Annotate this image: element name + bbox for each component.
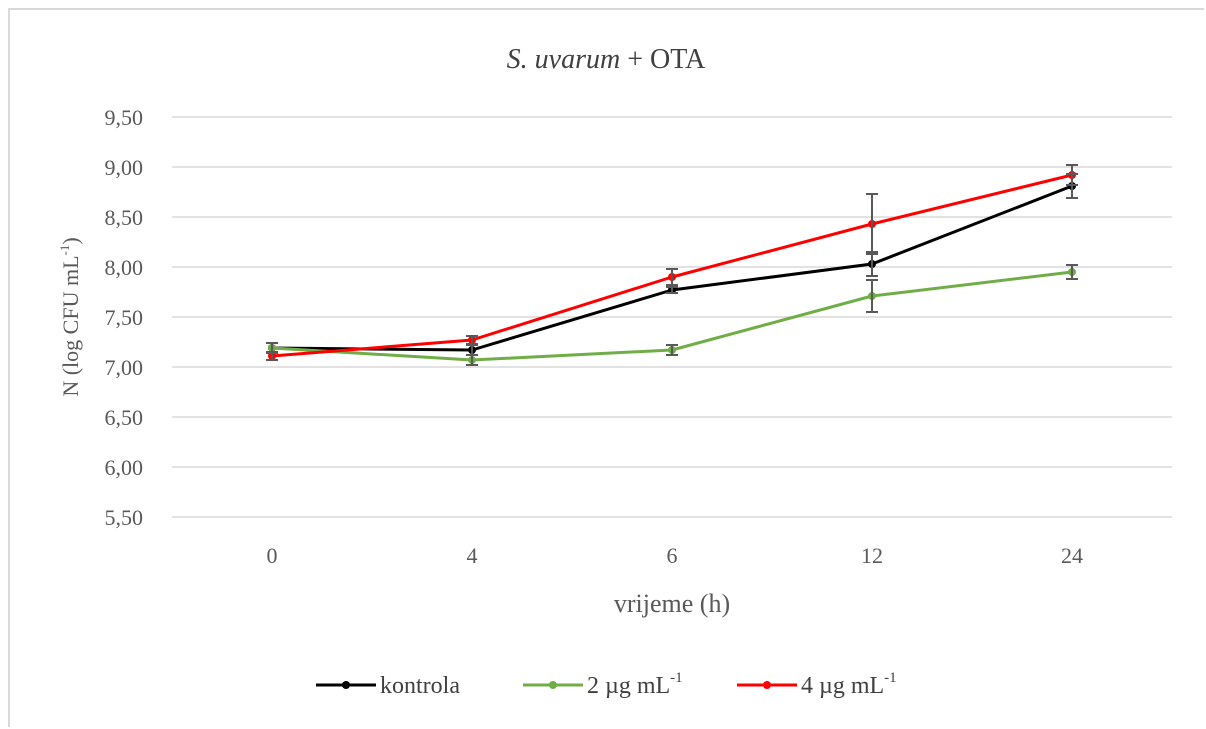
legend-label-sup: -1 bbox=[670, 670, 683, 686]
x-axis-label: vrijeme (h) bbox=[614, 589, 730, 618]
legend-label: 4 µg mL-1 bbox=[801, 670, 897, 699]
error-bar bbox=[1066, 164, 1078, 186]
legend-marker bbox=[549, 681, 557, 689]
x-tick-label: 0 bbox=[267, 543, 278, 568]
series-line bbox=[271, 173, 1073, 358]
x-tick-label: 12 bbox=[861, 543, 883, 568]
legend-label: 2 µg mL-1 bbox=[587, 670, 683, 699]
x-tick-labels: 0 4 6 12 24 bbox=[267, 543, 1084, 568]
y-tick-label: 5,50 bbox=[105, 505, 144, 530]
chart-title-italic: S. uvarum bbox=[507, 44, 621, 75]
gridlines bbox=[172, 116, 1172, 518]
error-bar bbox=[466, 354, 478, 366]
error-bar bbox=[666, 286, 678, 294]
error-bar bbox=[666, 268, 678, 286]
error-bar bbox=[866, 279, 878, 313]
chart-title-rest: + OTA bbox=[620, 44, 706, 75]
x-tick-label: 24 bbox=[1061, 543, 1083, 568]
y-tick-label: 8,00 bbox=[105, 255, 144, 280]
y-axis-label-close: ) bbox=[58, 237, 83, 244]
y-axis-label-sup: -1 bbox=[57, 245, 72, 256]
y-tick-labels: 5,50 6,00 6,50 7,00 7,50 8,00 8,50 9,00 9,50 bbox=[105, 105, 144, 530]
error-bar bbox=[866, 193, 878, 255]
chart-title: S. uvarum + OTA bbox=[507, 44, 706, 75]
series-2 bbox=[268, 171, 1076, 360]
legend-marker bbox=[342, 681, 350, 689]
legend-item: 4 µg mL-1 bbox=[737, 670, 897, 699]
legend-label-text: 4 µg mL bbox=[801, 673, 884, 699]
y-axis-label-main: N (log CFU mL bbox=[58, 255, 83, 396]
legend: kontrola 2 µg mL-1 4 µg mL-1 bbox=[316, 670, 897, 699]
x-tick-label: 6 bbox=[667, 543, 678, 568]
y-tick-label: 9,50 bbox=[105, 105, 144, 130]
y-tick-label: 8,50 bbox=[105, 205, 144, 230]
y-tick-label: 9,00 bbox=[105, 155, 144, 180]
legend-label-sup: -1 bbox=[884, 670, 897, 686]
y-axis-label: N (log CFU mL-1) bbox=[57, 237, 83, 396]
y-tick-label: 6,00 bbox=[105, 455, 144, 480]
error-bar bbox=[666, 344, 678, 356]
y-tick-label: 7,00 bbox=[105, 355, 144, 380]
error-bar bbox=[1066, 264, 1078, 280]
legend-label-text: kontrola bbox=[380, 673, 460, 699]
x-tick-label: 4 bbox=[467, 543, 478, 568]
y-tick-label: 6,50 bbox=[105, 405, 144, 430]
legend-item: 2 µg mL-1 bbox=[523, 670, 683, 699]
y-tick-label: 7,50 bbox=[105, 305, 144, 330]
legend-item: kontrola bbox=[316, 673, 460, 699]
error-bar bbox=[266, 351, 278, 361]
error-bar bbox=[466, 335, 478, 345]
error-bars bbox=[266, 164, 1078, 366]
legend-label-text: 2 µg mL bbox=[587, 673, 670, 699]
legend-label: kontrola bbox=[380, 673, 460, 699]
legend-marker bbox=[763, 681, 771, 689]
